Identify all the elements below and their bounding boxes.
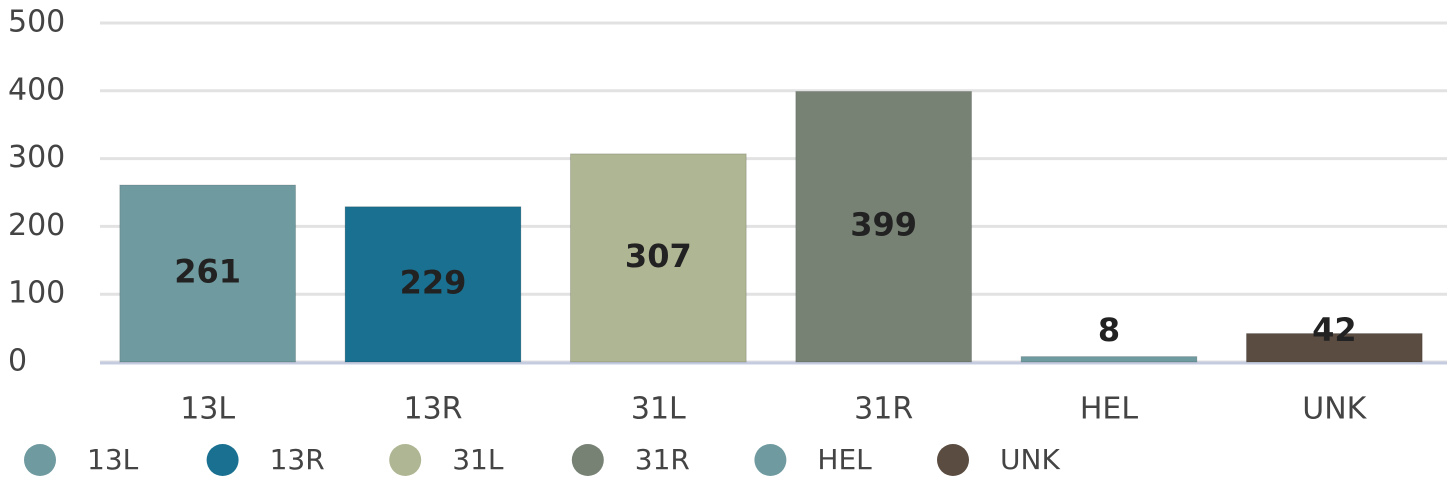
y-tick-label: 100 [8, 276, 65, 311]
value-label: 42 [1312, 311, 1357, 349]
x-tick-label: 31L [631, 392, 686, 427]
y-tick-label: 200 [8, 208, 65, 243]
legend-label: 13R [270, 443, 325, 476]
legend-label: HEL [817, 443, 872, 476]
bar [344, 206, 522, 363]
legend-swatch [571, 444, 604, 476]
bar [795, 90, 973, 363]
x-tick-label: HEL [1080, 392, 1139, 427]
y-tick-label: 300 [8, 140, 65, 175]
value-label: 399 [850, 206, 917, 244]
bar [569, 153, 747, 363]
x-tick-label: 13R [403, 392, 462, 427]
legend-swatch [24, 444, 56, 476]
value-label: 229 [400, 263, 467, 301]
legend-swatch [389, 444, 422, 476]
legend-label: UNK [1000, 443, 1060, 476]
y-tick-label: 500 [8, 5, 65, 40]
bar [1020, 356, 1198, 363]
legend-label: 31L [452, 443, 504, 476]
legend-label: 13L [87, 443, 139, 476]
value-label: 307 [625, 237, 692, 275]
legend-swatch [754, 444, 787, 476]
x-tick-label: UNK [1302, 392, 1367, 427]
legend-label: 31R [635, 443, 690, 476]
legend-swatch [206, 444, 239, 476]
legend-swatch [937, 444, 969, 476]
x-tick-label: 31R [854, 392, 913, 427]
value-label: 8 [1098, 311, 1120, 349]
bar [1245, 333, 1423, 363]
value-label: 261 [174, 253, 241, 291]
x-tick-label: 13L [180, 392, 235, 427]
y-tick-label: 400 [8, 72, 65, 107]
bar [119, 184, 297, 363]
y-tick-label: 0 [8, 344, 27, 379]
